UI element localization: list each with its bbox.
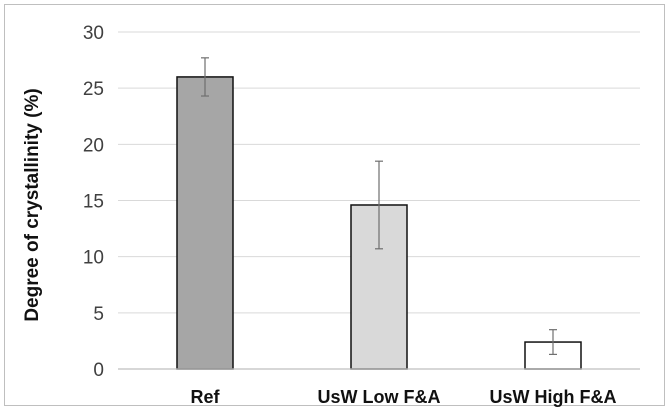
y-tick-label: 10 bbox=[83, 248, 104, 269]
y-tick-label: 0 bbox=[93, 360, 104, 381]
y-axis-title: Degree of crystallinity (%) bbox=[22, 88, 43, 321]
y-tick-label: 25 bbox=[83, 79, 104, 100]
x-category-label: UsW High F&A bbox=[490, 387, 617, 407]
y-tick-label: 15 bbox=[83, 192, 104, 213]
chart-area bbox=[4, 4, 665, 406]
y-tick-label: 30 bbox=[83, 23, 104, 44]
y-tick-label: 20 bbox=[83, 135, 104, 156]
bar bbox=[176, 76, 234, 370]
x-category-label: UsW Low F&A bbox=[318, 387, 441, 407]
y-tick-label: 5 bbox=[93, 304, 104, 325]
x-category-label: Ref bbox=[190, 387, 220, 407]
